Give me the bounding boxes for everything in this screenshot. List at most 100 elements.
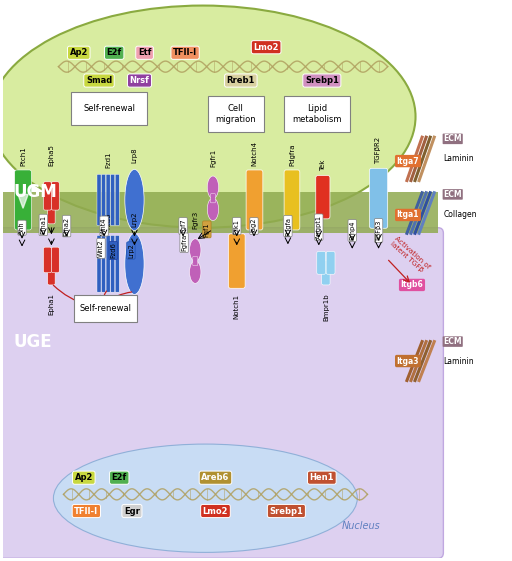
Text: Lmo2: Lmo2: [253, 43, 279, 52]
Text: Laminin: Laminin: [443, 154, 474, 163]
FancyBboxPatch shape: [322, 260, 330, 285]
Text: TFII-I: TFII-I: [74, 507, 98, 516]
Text: Self-renewal: Self-renewal: [79, 304, 132, 314]
Polygon shape: [3, 192, 438, 233]
Text: E2f: E2f: [112, 473, 127, 482]
Text: Egr: Egr: [124, 507, 140, 516]
Text: Notch1: Notch1: [0, 560, 1, 561]
Text: Self-renewal: Self-renewal: [83, 104, 135, 113]
Text: Notch4: Notch4: [251, 140, 258, 165]
Text: Jag2: Jag2: [251, 219, 257, 233]
Text: UGM: UGM: [14, 183, 58, 201]
Text: Fzd1: Fzd1: [105, 152, 111, 168]
Text: Epha5: Epha5: [49, 144, 54, 165]
FancyBboxPatch shape: [193, 256, 198, 265]
Ellipse shape: [53, 444, 357, 553]
FancyBboxPatch shape: [111, 236, 115, 292]
FancyBboxPatch shape: [0, 228, 443, 558]
Text: Hen1: Hen1: [310, 473, 334, 482]
Text: Angpt1: Angpt1: [316, 215, 322, 239]
Text: Fzd6: Fzd6: [110, 242, 116, 259]
FancyBboxPatch shape: [44, 182, 51, 210]
Text: ECM: ECM: [443, 190, 462, 199]
Text: Wnt2: Wnt2: [98, 240, 104, 257]
Text: Activation of
latent TGFβ: Activation of latent TGFβ: [389, 236, 431, 275]
Text: Fgfr1: Fgfr1: [210, 148, 216, 167]
Text: Lrp8: Lrp8: [132, 147, 137, 163]
Text: Ptch1: Ptch1: [20, 146, 26, 165]
FancyBboxPatch shape: [44, 247, 51, 273]
Text: Dlk1: Dlk1: [234, 219, 240, 233]
FancyBboxPatch shape: [210, 194, 216, 203]
Text: Efna1: Efna1: [40, 215, 46, 234]
Text: Nucleus: Nucleus: [342, 521, 381, 531]
Text: Fzd6: Fzd6: [105, 213, 111, 229]
Text: Rreb1: Rreb1: [227, 76, 255, 85]
Text: Fgfra: Fgfra: [181, 234, 187, 251]
FancyBboxPatch shape: [228, 234, 245, 288]
Text: Fgf7: Fgf7: [180, 219, 186, 233]
FancyBboxPatch shape: [51, 182, 59, 210]
Ellipse shape: [189, 239, 201, 261]
FancyBboxPatch shape: [106, 236, 110, 292]
Text: Wnt4: Wnt4: [101, 217, 107, 235]
FancyBboxPatch shape: [115, 236, 119, 292]
Text: Itga1: Itga1: [397, 210, 419, 219]
Ellipse shape: [0, 6, 416, 228]
Text: Epha1: Epha1: [49, 293, 54, 315]
FancyBboxPatch shape: [115, 174, 119, 226]
Text: Efna2: Efna2: [63, 217, 70, 236]
Text: Shh: Shh: [19, 222, 25, 234]
FancyBboxPatch shape: [101, 236, 105, 292]
Text: Pdgfra: Pdgfra: [289, 143, 295, 165]
Text: Laminin: Laminin: [443, 357, 474, 366]
FancyBboxPatch shape: [317, 251, 326, 274]
Text: Cell
migration: Cell migration: [216, 104, 256, 123]
Text: Lrp2: Lrp2: [128, 243, 134, 258]
FancyBboxPatch shape: [15, 170, 31, 230]
Text: Lmo2: Lmo2: [203, 507, 228, 516]
Text: TGFβ3: TGFβ3: [376, 220, 381, 241]
Ellipse shape: [207, 198, 219, 220]
Text: Ap2: Ap2: [70, 48, 88, 57]
FancyBboxPatch shape: [51, 247, 59, 273]
FancyBboxPatch shape: [316, 176, 330, 219]
Text: Pdgfa: Pdgfa: [285, 217, 291, 236]
Text: E2f: E2f: [106, 48, 122, 57]
FancyBboxPatch shape: [208, 96, 264, 132]
Text: Fgfr3: Fgfr3: [192, 211, 198, 229]
Text: Bmpr1b: Bmpr1b: [323, 293, 329, 321]
Ellipse shape: [125, 233, 144, 295]
FancyBboxPatch shape: [284, 170, 300, 230]
Text: Lipid
metabolism: Lipid metabolism: [292, 104, 342, 123]
Text: Bmp4: Bmp4: [349, 221, 355, 240]
FancyBboxPatch shape: [106, 174, 110, 226]
Text: Notch1: Notch1: [234, 294, 240, 319]
Text: UGE: UGE: [14, 333, 53, 351]
FancyBboxPatch shape: [111, 174, 115, 226]
Text: Lrp2: Lrp2: [132, 211, 137, 227]
Text: ECM: ECM: [443, 135, 462, 144]
Text: Collagen: Collagen: [443, 210, 477, 219]
FancyBboxPatch shape: [74, 296, 137, 322]
FancyBboxPatch shape: [48, 257, 55, 285]
Text: Itga3: Itga3: [397, 357, 419, 366]
Text: Itgb6: Itgb6: [400, 280, 423, 289]
Text: ECM: ECM: [443, 337, 462, 346]
Text: TGFβR2: TGFβR2: [376, 137, 381, 164]
FancyBboxPatch shape: [97, 236, 101, 292]
Polygon shape: [18, 195, 28, 208]
Text: Srebp1: Srebp1: [269, 507, 303, 516]
Text: Areb6: Areb6: [201, 473, 230, 482]
FancyBboxPatch shape: [284, 96, 350, 132]
FancyBboxPatch shape: [246, 170, 263, 230]
Text: Ap2: Ap2: [75, 473, 93, 482]
Text: TFII-I: TFII-I: [173, 48, 197, 57]
FancyBboxPatch shape: [101, 174, 105, 226]
Text: Itga7: Itga7: [397, 157, 419, 165]
Text: Srebp1: Srebp1: [305, 76, 339, 85]
Text: Smad: Smad: [86, 76, 112, 85]
Ellipse shape: [125, 169, 144, 231]
FancyBboxPatch shape: [370, 168, 388, 228]
Ellipse shape: [189, 261, 201, 283]
